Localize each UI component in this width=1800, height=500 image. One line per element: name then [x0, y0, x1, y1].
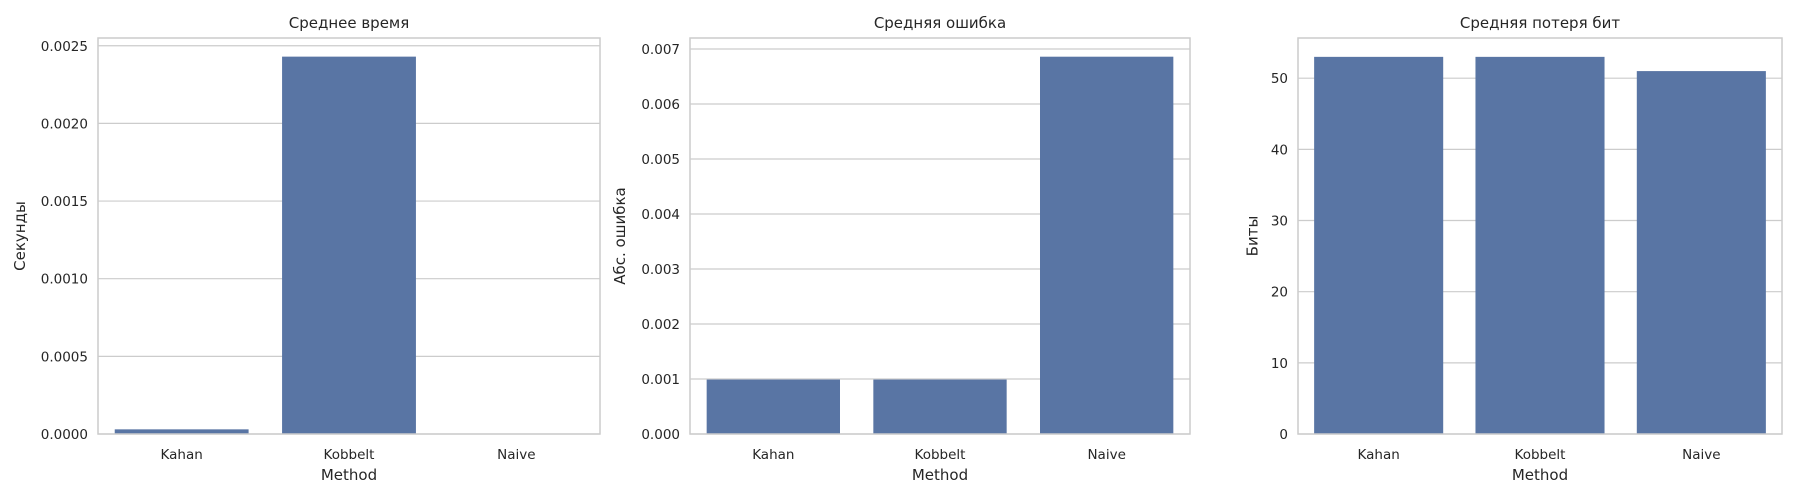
y-tick-label-time-3: 0.0015 — [41, 194, 88, 210]
y-tick-label-time-2: 0.0010 — [41, 272, 88, 288]
plot-frame-error — [689, 37, 1191, 435]
y-tick-label-bits-5: 50 — [1271, 71, 1288, 87]
y-tick-label-error-5: 0.005 — [641, 152, 680, 168]
y-tick-label-bits-4: 40 — [1271, 142, 1288, 158]
bar-bits-kahan — [1314, 56, 1444, 434]
x-tick-label-error-kobbelt: Kobbelt — [915, 447, 966, 463]
x-tick-label-time-naive: Naive — [497, 447, 535, 463]
x-tick-label-error-naive: Naive — [1087, 447, 1125, 463]
x-axis-label-time: Method — [321, 466, 377, 484]
x-tick-label-time-kobbelt: Kobbelt — [324, 447, 375, 463]
bar-time-kobbelt — [282, 56, 416, 435]
bar-error-naive — [1040, 56, 1174, 434]
y-tick-label-time-4: 0.0020 — [41, 116, 88, 132]
y-tick-label-error-7: 0.007 — [641, 42, 680, 58]
bar-error-kobbelt — [873, 379, 1007, 434]
y-tick-label-bits-0: 0 — [1279, 427, 1288, 443]
y-tick-label-error-3: 0.003 — [641, 262, 680, 278]
y-tick-label-error-6: 0.006 — [641, 97, 680, 113]
x-tick-label-bits-naive: Naive — [1682, 447, 1720, 463]
y-tick-label-error-2: 0.002 — [641, 317, 680, 333]
y-tick-label-error-4: 0.004 — [641, 207, 680, 223]
y-tick-label-error-1: 0.001 — [641, 372, 680, 388]
bar-bits-naive — [1636, 71, 1766, 434]
chart-title-time: Среднее время — [289, 14, 410, 32]
chart-title-error: Средняя ошибка — [874, 14, 1006, 32]
y-tick-label-time-1: 0.0005 — [41, 349, 88, 365]
y-axis-label-time: Секунды — [11, 201, 29, 271]
chart-average-time: 0.0000 0.0005 0.0010 0.0015 0.0020 0.0025 Kaha… — [11, 14, 601, 484]
x-axis-label-bits: Method — [1512, 466, 1568, 484]
bar-time-kahan — [114, 429, 249, 434]
y-tick-label-bits-1: 10 — [1271, 356, 1288, 372]
x-tick-label-error-kahan: Kahan — [752, 447, 794, 463]
plot-frame-time — [97, 37, 601, 435]
bar-error-kahan — [706, 379, 840, 434]
x-tick-label-bits-kahan: Kahan — [1358, 447, 1400, 463]
y-tick-label-bits-2: 20 — [1271, 285, 1288, 301]
y-tick-label-time-5: 0.0025 — [41, 39, 88, 55]
chart-title-bits: Средняя потеря бит — [1460, 14, 1620, 32]
y-tick-label-error-0: 0.000 — [641, 427, 680, 443]
x-axis-label-error: Method — [912, 466, 968, 484]
y-tick-label-time-0: 0.0000 — [41, 427, 88, 443]
y-axis-label-error: Абс. ошибка — [611, 187, 629, 284]
x-tick-label-bits-kobbelt: Kobbelt — [1515, 447, 1566, 463]
y-tick-label-bits-3: 30 — [1271, 214, 1288, 230]
x-tick-label-time-kahan: Kahan — [161, 447, 203, 463]
bar-bits-kobbelt — [1475, 56, 1605, 434]
chart-average-bit-loss: 0 10 20 30 40 50 Kahan Kobbelt Naive Средняя поте… — [1244, 14, 1783, 484]
y-axis-label-bits: Биты — [1244, 216, 1262, 257]
chart-average-error: 0.000 0.001 0.002 0.003 0.004 0.005 0.006 0.007… — [611, 14, 1191, 484]
plot-frame-bits — [1297, 37, 1783, 435]
